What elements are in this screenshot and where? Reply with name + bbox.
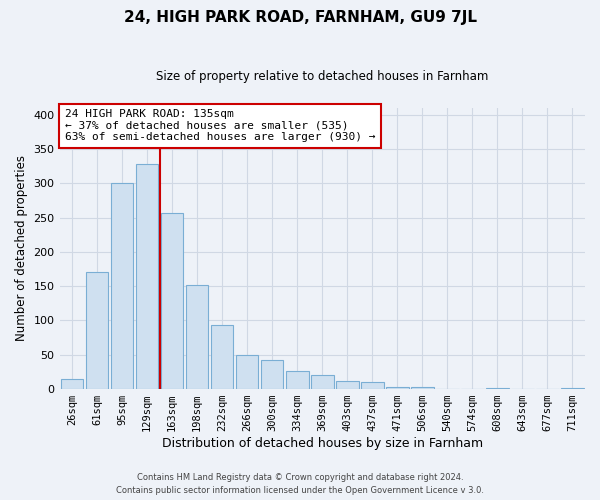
Bar (86, 272, 109, 389)
Bar (336, 381, 359, 389)
Bar (111, 183, 133, 389)
X-axis label: Distribution of detached houses by size in Farnham: Distribution of detached houses by size … (162, 437, 483, 450)
Bar (361, 382, 383, 389)
Bar (386, 387, 409, 389)
Bar (136, 164, 158, 389)
Bar (186, 285, 208, 389)
Bar (61, 379, 83, 389)
Bar (236, 356, 259, 389)
Text: 24 HIGH PARK ROAD: 135sqm
← 37% of detached houses are smaller (535)
63% of semi: 24 HIGH PARK ROAD: 135sqm ← 37% of detac… (65, 109, 375, 142)
Bar (561, 388, 584, 389)
Bar (211, 324, 233, 389)
Title: Size of property relative to detached houses in Farnham: Size of property relative to detached ho… (156, 70, 488, 83)
Text: Contains HM Land Registry data © Crown copyright and database right 2024.
Contai: Contains HM Land Registry data © Crown c… (116, 474, 484, 495)
Bar (286, 370, 308, 389)
Text: 24, HIGH PARK ROAD, FARNHAM, GU9 7JL: 24, HIGH PARK ROAD, FARNHAM, GU9 7JL (124, 10, 476, 25)
Bar (486, 388, 509, 389)
Bar (261, 360, 283, 389)
Bar (311, 376, 334, 389)
Bar (161, 213, 184, 389)
Bar (411, 387, 434, 389)
Y-axis label: Number of detached properties: Number of detached properties (15, 156, 28, 342)
